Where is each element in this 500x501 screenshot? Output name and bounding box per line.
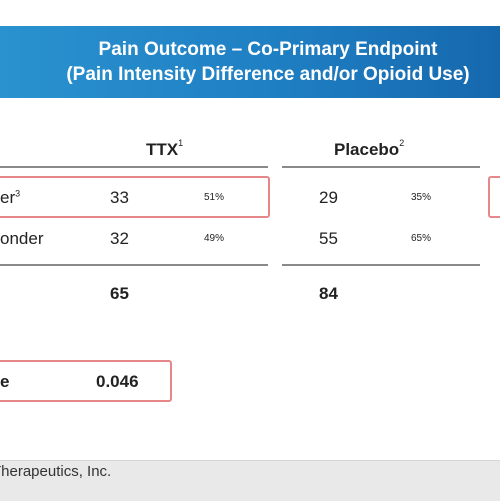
footer-bar: Therapeutics, Inc. [0, 460, 500, 501]
placebo-percent: 65% [411, 233, 432, 244]
slide-subtitle: (Pain Intensity Difference and/or Opioid… [66, 64, 470, 85]
placebo-header-label: Placebo [334, 140, 400, 159]
title-banner: Pain Outcome – Co-Primary Endpoint (Pain… [0, 26, 500, 98]
p-value-label: e [0, 372, 10, 391]
ttx-total: 65 [110, 284, 129, 303]
placebo-column-header: Placebo2 [334, 138, 405, 160]
p-value-highlight [0, 360, 172, 402]
footer-copyright: Therapeutics, Inc. [0, 463, 112, 480]
row-label: onder [0, 229, 44, 248]
placebo-percent: 35% [411, 192, 432, 203]
slide-title: Pain Outcome – Co-Primary Endpoint [98, 39, 438, 60]
ttx-count: 33 [110, 188, 129, 207]
ttx-count: 32 [110, 229, 129, 248]
placebo-total: 84 [319, 284, 338, 303]
placebo-count: 29 [319, 188, 338, 207]
ttx-percent: 49% [204, 233, 225, 244]
row-label: er3 [0, 188, 21, 207]
ttx-footnote-ref: 1 [178, 138, 184, 149]
ttx-total-rule [0, 264, 268, 266]
placebo-footnote-ref: 2 [399, 138, 405, 149]
placebo-header-rule [282, 166, 480, 168]
placebo-total-rule [282, 264, 480, 266]
responder-ttx-highlight [0, 176, 270, 218]
ttx-header-label: TTX [146, 140, 179, 159]
ttx-percent: 51% [204, 192, 225, 203]
responder-edge-highlight [488, 176, 500, 218]
p-value: 0.046 [96, 372, 139, 391]
placebo-count: 55 [319, 229, 338, 248]
ttx-header-rule [0, 166, 268, 168]
ttx-column-header: TTX1 [146, 138, 184, 160]
